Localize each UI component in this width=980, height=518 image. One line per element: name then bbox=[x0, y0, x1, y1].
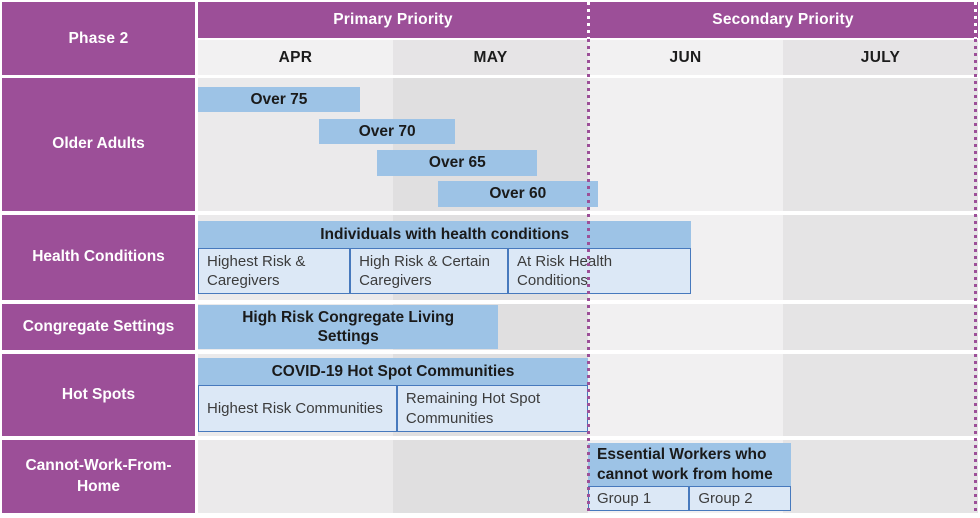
month-header-may: MAY bbox=[393, 40, 588, 75]
bar-over-65: Over 65 bbox=[377, 150, 538, 176]
bar-over-70: Over 70 bbox=[318, 119, 456, 144]
priority-label-secondary: Secondary Priority bbox=[712, 11, 854, 28]
priority-divider-dotted-line bbox=[587, 39, 590, 513]
bar-high-risk-congregate-living-settings: High Risk Congregate Living Settings bbox=[198, 305, 499, 349]
row-hot-spots: Hot Spots COVID-19 Hot Spot Communities Hi… bbox=[2, 354, 978, 436]
row-label-older-adults: Older Adults bbox=[2, 78, 195, 211]
bar-group-2: Group 2 bbox=[689, 486, 791, 511]
row-congregate-settings: Congregate Settings High Risk Congregate … bbox=[2, 304, 978, 350]
bar-high-risk-certain-caregivers: High Risk & Certain Caregivers bbox=[350, 248, 509, 294]
month-header-jun: JUN bbox=[588, 40, 783, 75]
bar-covid-19-hot-spot-communities: COVID-19 Hot Spot Communities bbox=[198, 358, 588, 385]
phase-label: Phase 2 bbox=[2, 2, 195, 75]
month-header-row: APR MAY JUN JULY bbox=[198, 40, 978, 75]
row-cannot-work-from-home: Cannot-Work-From-Home Essential Workers w… bbox=[2, 440, 978, 513]
right-edge-dotted-line bbox=[974, 39, 977, 513]
timeline-header: Phase 2 Primary Priority Secondary Prior… bbox=[2, 2, 978, 75]
right-edge-dotted-line-top bbox=[974, 2, 977, 39]
bar-highest-risk-communities: Highest Risk Communities bbox=[198, 385, 397, 432]
bar-remaining-hot-spot-communities: Remaining Hot Spot Communities bbox=[396, 385, 588, 432]
row-label-congregate-settings: Congregate Settings bbox=[2, 304, 195, 350]
bar-at-risk-health-conditions: At Risk Health Conditions bbox=[508, 248, 692, 294]
bar-over-75: Over 75 bbox=[198, 87, 360, 112]
bar-over-60: Over 60 bbox=[437, 181, 598, 207]
month-header-july: JULY bbox=[783, 40, 978, 75]
header-grid: Primary Priority Secondary Priority APR M… bbox=[198, 2, 978, 75]
row-label-hot-spots: Hot Spots bbox=[2, 354, 195, 436]
bar-group-1: Group 1 bbox=[588, 486, 690, 511]
row-health-conditions: Health Conditions Individuals with health… bbox=[2, 215, 978, 300]
bar-highest-risk-caregivers: Highest Risk & Caregivers bbox=[198, 248, 351, 294]
row-label-health-conditions: Health Conditions bbox=[2, 215, 195, 300]
month-header-apr: APR bbox=[198, 40, 393, 75]
priority-label-primary: Primary Priority bbox=[333, 11, 453, 28]
bar-individuals-with-health-conditions: Individuals with health conditions bbox=[198, 221, 692, 248]
priority-divider-dotted-line-top bbox=[587, 2, 590, 39]
row-label-cannot-work-from-home: Cannot-Work-From-Home bbox=[2, 440, 195, 513]
bar-essential-workers-who-cannot-work-from-home: Essential Workers who cannot work from h… bbox=[588, 443, 791, 486]
timeline-rows: Older Adults Over 75 Over 70 Over 65 Over 60… bbox=[2, 78, 978, 513]
row-older-adults: Older Adults Over 75 Over 70 Over 65 Over 60 bbox=[2, 78, 978, 211]
